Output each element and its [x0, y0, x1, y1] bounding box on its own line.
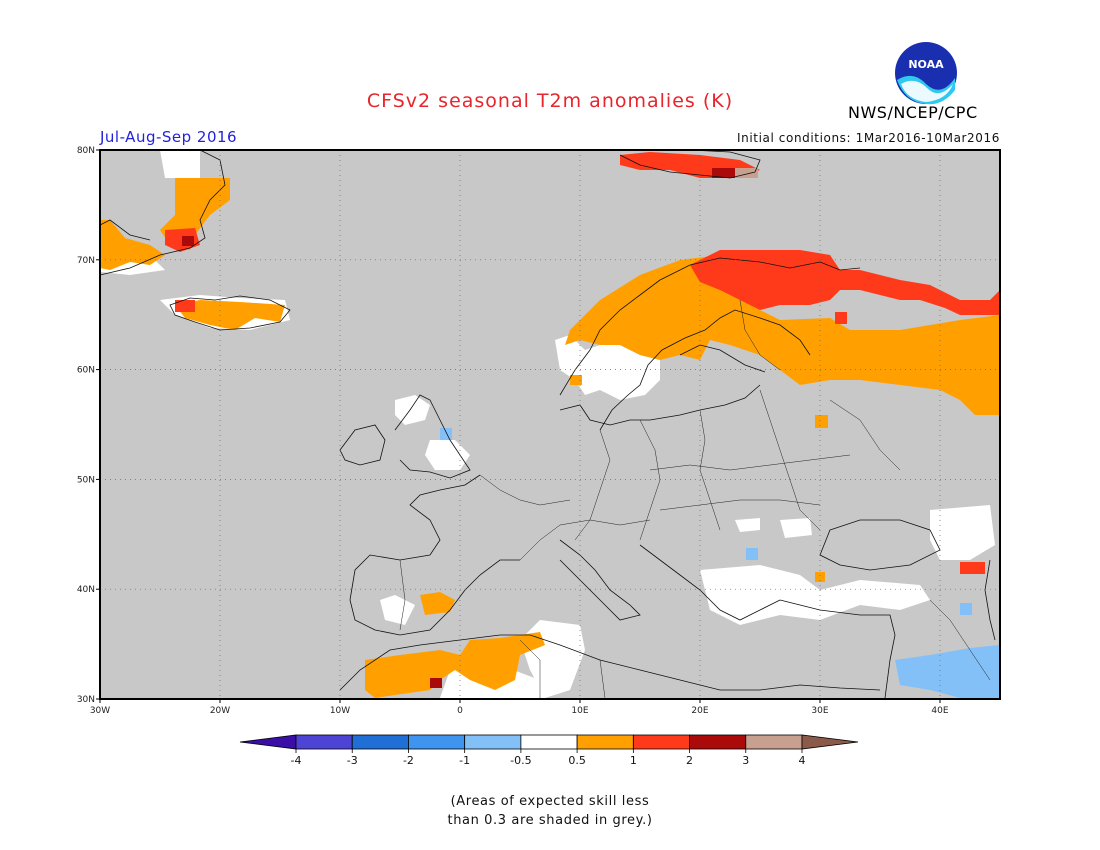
colorbar-swatch: [464, 734, 522, 750]
colorbar-label: 4: [799, 754, 806, 767]
colorbar-label: 0.5: [568, 754, 586, 767]
colorbar-arrow-left: [239, 734, 297, 750]
colorbar-label: -3: [347, 754, 358, 767]
colorbar-arrow-right: [801, 734, 859, 750]
land-shading: [100, 150, 1000, 698]
colorbar-label: -1: [459, 754, 470, 767]
lat-tick-label: 70N: [77, 256, 95, 266]
skill-note-line2: than 0.3 are shaded in grey.): [447, 813, 653, 828]
colorbar-label: -4: [291, 754, 302, 767]
colorbar-label: 2: [686, 754, 693, 767]
anomaly-map: 30N 40N 50N 60N 70N 80N 30W 20W 10W 0 10E 20E 30E 40E: [77, 146, 1001, 716]
skill-note: (Areas of expected skill less than 0.3 a…: [0, 792, 1100, 830]
lon-tick-label: 30E: [811, 706, 828, 716]
lat-tick-label: 30N: [77, 695, 95, 705]
chart-title: CFSv2 seasonal T2m anomalies (K): [366, 90, 734, 112]
lon-tick-label: 40E: [931, 706, 948, 716]
lon-tick-label: 30W: [90, 706, 110, 716]
season-label: Jul-Aug-Sep 2016: [100, 128, 238, 146]
grid-lines: [100, 150, 1000, 699]
agency-label: NWS/NCEP/CPC: [848, 103, 978, 122]
lon-tick-label: 0: [457, 706, 463, 716]
axis-labels: 30N 40N 50N 60N 70N 80N 30W 20W 10W 0 10E 20E 30E 40E: [77, 146, 949, 716]
colorbar-swatch: [408, 734, 466, 750]
colorbar-swatch: [745, 734, 803, 750]
lat-tick-label: 40N: [77, 585, 95, 595]
colorbar-label: 3: [742, 754, 749, 767]
logo-text: NOAA: [908, 58, 944, 71]
lat-tick-label: 60N: [77, 366, 95, 376]
lat-tick-label: 80N: [77, 146, 95, 156]
noaa-logo-icon: NOAA: [895, 42, 957, 105]
initial-conditions-label: Initial conditions: 1Mar2016-10Mar2016: [736, 131, 1000, 145]
lon-tick-label: 20E: [691, 706, 708, 716]
colorbar-swatch: [520, 734, 578, 750]
map-background: [100, 150, 1000, 699]
colorbar-swatch: [295, 734, 353, 750]
colorbar-swatch: [351, 734, 409, 750]
colorbar-label: 1: [630, 754, 637, 767]
map-frame: [99, 149, 1001, 700]
colorbar-swatch: [576, 734, 634, 750]
lon-tick-label: 10E: [571, 706, 588, 716]
colorbar-swatch: [632, 734, 690, 750]
colorbar-swatch: [689, 734, 747, 750]
lon-tick-label: 20W: [210, 706, 230, 716]
colorbar-label: -2: [403, 754, 414, 767]
colorbar-label: -0.5: [510, 754, 531, 767]
skill-note-line1: (Areas of expected skill less: [450, 794, 650, 809]
lat-tick-label: 50N: [77, 475, 95, 485]
lon-tick-label: 10W: [330, 706, 350, 716]
